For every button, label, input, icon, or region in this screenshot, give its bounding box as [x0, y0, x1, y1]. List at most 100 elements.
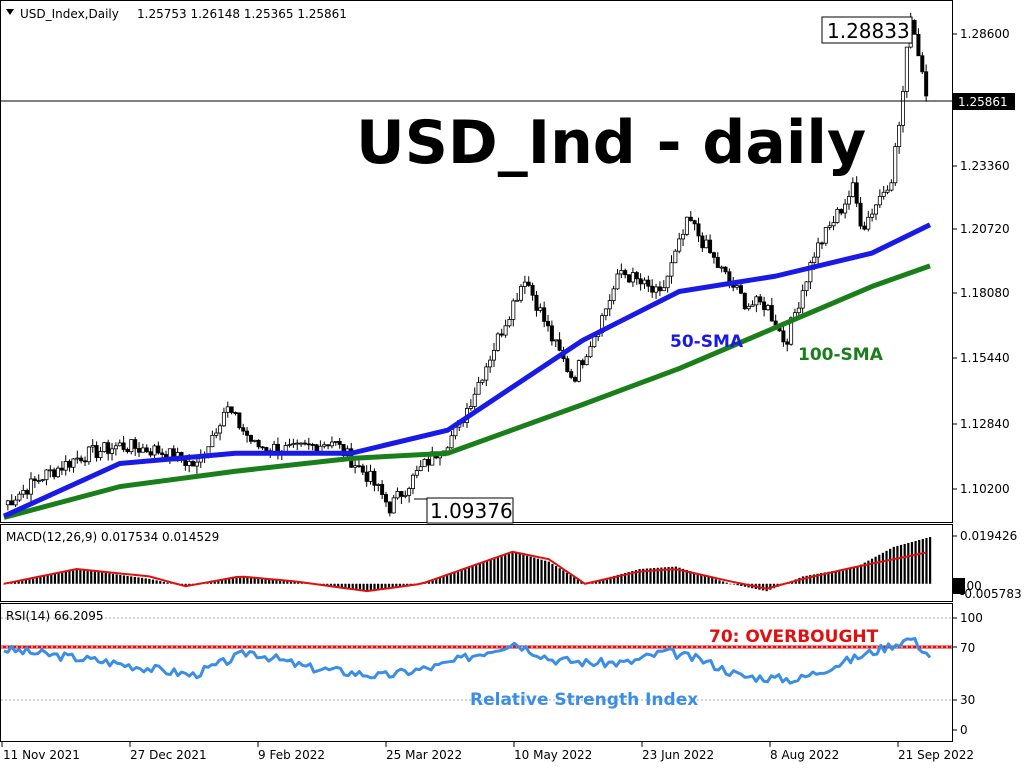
macd-bar [246, 577, 249, 584]
macd-panel-frame [0, 524, 953, 602]
macd-bar [340, 583, 343, 588]
macd-bar [213, 580, 216, 584]
macd-bar [740, 583, 743, 586]
macd-bar [366, 583, 369, 592]
macd-bar [823, 572, 826, 584]
rsi-tick: 70 [960, 641, 975, 655]
candle-body [36, 480, 41, 482]
macd-bar [377, 583, 380, 590]
macd-bar [369, 583, 372, 591]
macd-bar [656, 567, 659, 584]
macd-bar [707, 576, 710, 584]
candle-body [870, 213, 875, 218]
macd-bar [57, 572, 60, 584]
macd-bar [282, 580, 285, 584]
candle-body [295, 442, 300, 445]
candle-body [719, 266, 724, 269]
candle-body [187, 461, 192, 466]
macd-bar [151, 579, 155, 584]
candle-body [881, 191, 886, 197]
candle-body [210, 434, 215, 448]
macd-bar [838, 569, 841, 584]
candle-body [781, 330, 786, 343]
candle-body [44, 469, 49, 481]
macd-bar [725, 582, 728, 584]
candle-body [684, 216, 689, 235]
macd-bar [170, 583, 173, 584]
macd-bar [464, 568, 467, 584]
candle-body [885, 189, 890, 193]
macd-bar [627, 571, 630, 584]
rsi-line [3, 637, 932, 685]
candle-body [897, 124, 902, 148]
macd-bar [13, 581, 17, 584]
macd-bar [427, 581, 431, 584]
macd-bar [449, 573, 452, 584]
macd-bar [892, 546, 895, 584]
date-tick: 25 Mar 2022 [386, 748, 462, 762]
macd-bar [101, 572, 104, 584]
macd-bar [108, 573, 111, 584]
macd-bar [61, 571, 64, 584]
macd-bar [35, 577, 38, 584]
candle-body [534, 294, 539, 311]
macd-bar [914, 540, 917, 584]
candle-body [148, 451, 153, 456]
rsi-tick: 100 [960, 611, 983, 625]
macd-bar [507, 553, 510, 584]
macd-bar [805, 575, 808, 584]
price-tick: 1.10200 [960, 482, 1010, 496]
candle-body [383, 494, 388, 503]
macd-bar [64, 571, 67, 584]
macd-bar [286, 580, 289, 584]
symbol-label: USD_Index,Daily [20, 7, 119, 21]
macd-bar [478, 563, 481, 584]
candle-body [723, 266, 728, 273]
candle-body [229, 406, 234, 413]
macd-bar [732, 583, 736, 585]
date-tick: 27 Dec 2021 [130, 748, 207, 762]
macd-bar [703, 575, 707, 584]
macd-bar [144, 578, 147, 584]
candle-body [326, 444, 331, 447]
candle-body [704, 239, 709, 249]
rsi-tick: 0 [960, 723, 968, 737]
candle-body [237, 412, 242, 429]
macd-bar [235, 577, 238, 584]
macd-bar [337, 583, 340, 588]
macd-bar [554, 566, 558, 584]
macd-bar [845, 568, 848, 584]
candle-body [241, 427, 246, 432]
candle-body [893, 146, 898, 184]
price-tick: 1.12840 [960, 417, 1010, 431]
macd-bar [816, 573, 819, 584]
macd-bar [162, 581, 165, 584]
candle-body [808, 262, 813, 283]
macd-bar [485, 560, 489, 584]
macd-bar [598, 579, 601, 584]
candle-body [83, 460, 88, 463]
macd-bar [220, 579, 224, 584]
candle-body [468, 406, 473, 409]
candle-body [630, 272, 635, 283]
candle-body [681, 233, 686, 240]
candle-body [696, 223, 701, 237]
candle-body [264, 447, 269, 452]
macd-bar [39, 576, 42, 584]
macd-bar [268, 579, 271, 584]
candle-body [916, 33, 921, 57]
rsi-panel-frame [0, 603, 953, 742]
candle-body [484, 366, 489, 381]
candle-body [356, 465, 361, 468]
candle-body [152, 445, 157, 456]
collapse-triangle-icon[interactable] [6, 9, 14, 15]
candle-body [272, 443, 277, 453]
candle-body [742, 292, 747, 310]
macd-bar [885, 550, 888, 584]
macd-bar [398, 583, 402, 587]
macd-tick-top: 0.019426 [960, 529, 1017, 543]
macd-bar [224, 579, 227, 584]
price-tick: 1.20720 [960, 222, 1010, 236]
macd-bar [387, 583, 391, 589]
macd-bar [642, 568, 645, 584]
